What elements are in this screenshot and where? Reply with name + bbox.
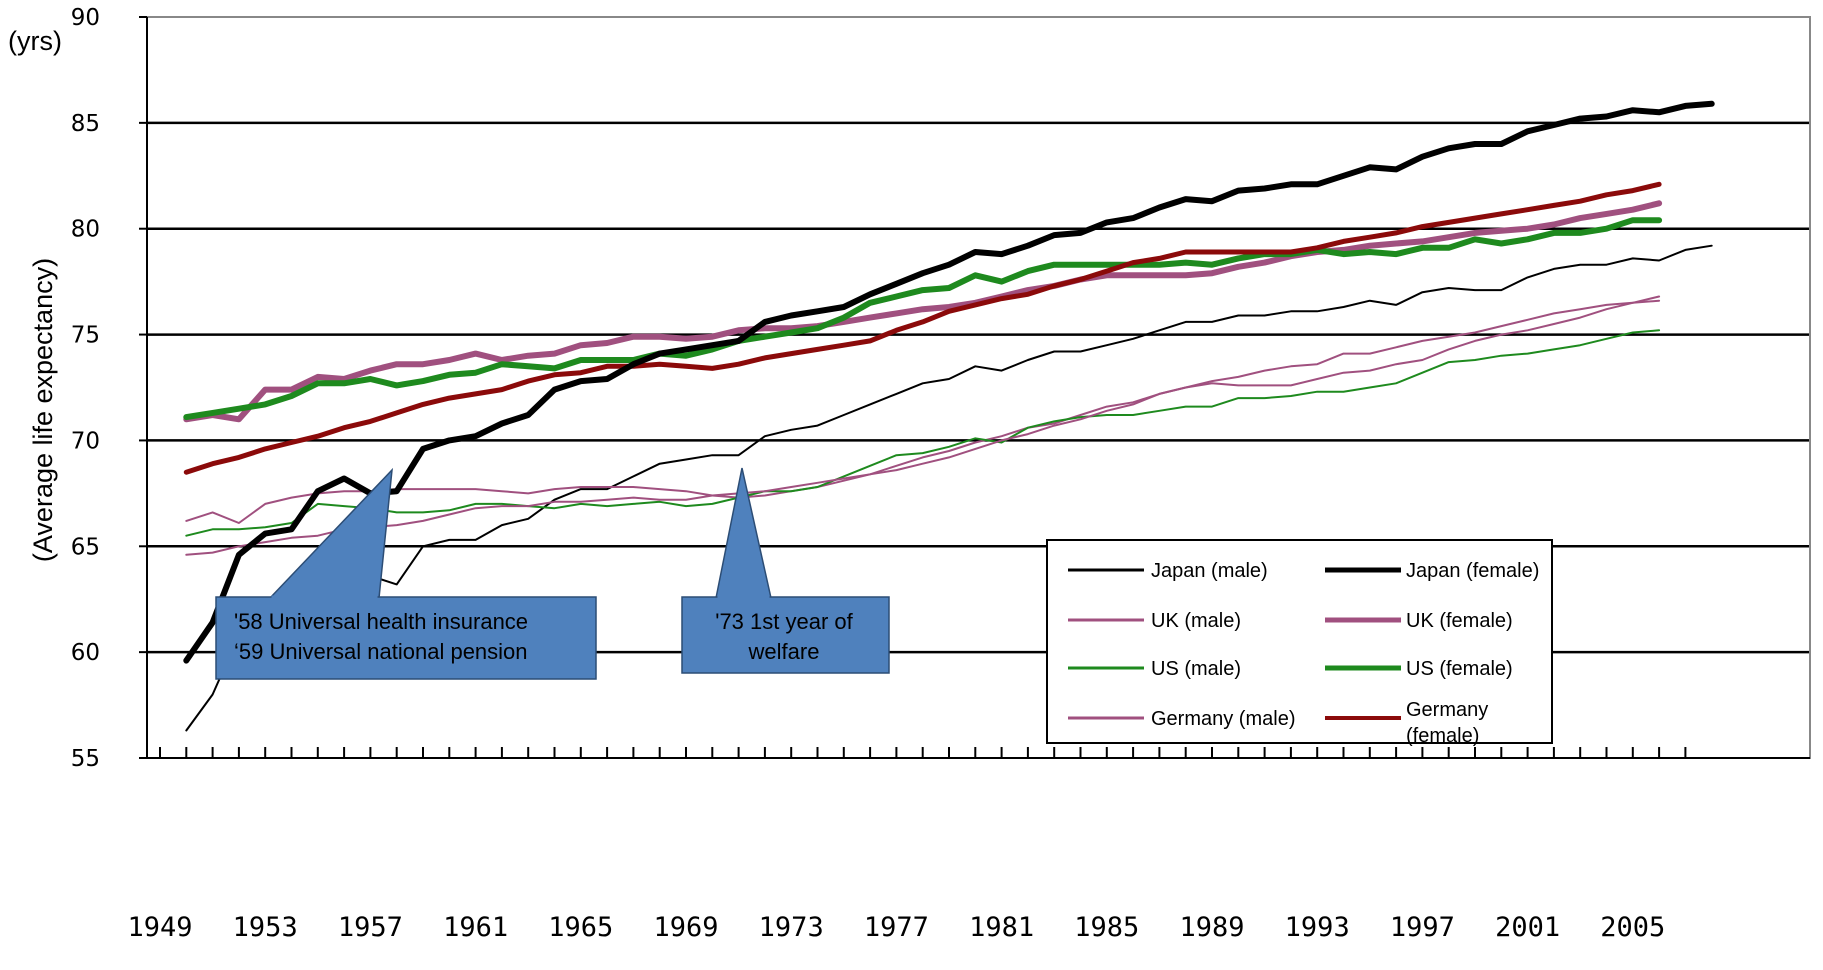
callout-insurance-pension-line-2: ‘59 Universal national pension: [234, 639, 528, 664]
callout-insurance-pension-box: [215, 596, 597, 680]
legend-label: US (male): [1151, 658, 1241, 680]
axis-labels: 55 60 65 70 75 80 85 90 1949 1953 1957 1961 1965 1969…: [8, 5, 1665, 943]
x-tick-label: 1985: [1074, 912, 1139, 943]
x-tick-label: 1961: [443, 912, 508, 943]
y-tick-label: 70: [71, 428, 100, 454]
legend-label: Germany (male): [1151, 708, 1295, 730]
y-tick-label: 75: [71, 323, 100, 349]
legend-box: [1046, 539, 1553, 744]
callout-insurance-pension: '58 Universal health insurance ‘59 Univer…: [215, 467, 597, 680]
series-line-uk-male: [185, 295, 1661, 524]
x-tick-label: 1977: [864, 912, 929, 943]
series-line-japan-male: [185, 244, 1713, 732]
series-line-uk-female: [183, 200, 1663, 423]
x-tick-label: 1973: [759, 912, 824, 943]
y-tick-label: 90: [71, 5, 100, 31]
x-tick-label: 1993: [1285, 912, 1350, 943]
x-tick-label: 2001: [1495, 912, 1560, 943]
x-tick-label: 1969: [653, 912, 718, 943]
y-unit-label: (yrs): [8, 26, 62, 56]
x-tick-label: 1997: [1390, 912, 1455, 943]
y-tick-label: 65: [71, 534, 100, 560]
y-axis-title: (Average life expectancy): [28, 258, 58, 562]
callout-welfare-pointer: [715, 467, 772, 599]
y-tick-label: 55: [71, 746, 100, 772]
series-line-germany-male: [185, 299, 1661, 556]
series-line-us-female: [183, 217, 1663, 421]
callout-welfare: '73 1st year of welfare: [681, 467, 890, 674]
legend-label: Germany: [1406, 699, 1488, 721]
x-tick-label: 1953: [233, 912, 298, 943]
y-tick-label: 80: [71, 217, 100, 243]
series-lines: [183, 100, 1715, 732]
series-line-us-male: [185, 329, 1661, 537]
legend-label: Japan (male): [1151, 560, 1268, 582]
annotations: '58 Universal health insurance ‘59 Univer…: [215, 467, 890, 680]
y-tick-label: 85: [71, 111, 100, 137]
legend-label: (female): [1406, 725, 1479, 747]
x-tick-label: 2005: [1600, 912, 1665, 943]
series-line-japan-female: [183, 100, 1715, 664]
callout-welfare-box: [681, 596, 890, 674]
series-line-germany-female: [183, 181, 1662, 475]
x-tick-label: 1981: [969, 912, 1034, 943]
x-tick-label: 1989: [1179, 912, 1244, 943]
x-tick-label: 1957: [338, 912, 403, 943]
legend-label: UK (female): [1406, 610, 1513, 632]
callout-welfare-line-1: '73 1st year of: [715, 609, 853, 634]
x-tick-label: 1965: [548, 912, 613, 943]
legend-label: Japan (female): [1406, 560, 1539, 582]
y-tick-label: 60: [71, 640, 100, 666]
callout-insurance-pension-line-1: '58 Universal health insurance: [234, 609, 528, 634]
legend-label: UK (male): [1151, 610, 1241, 632]
legend-label: US (female): [1406, 658, 1513, 680]
axes: [139, 16, 1811, 759]
callout-welfare-line-2: welfare: [748, 639, 820, 664]
legend: Japan (male) Japan (female) UK (male) UK (f…: [1046, 539, 1553, 747]
callout-insurance-pension-pointer: [268, 467, 393, 599]
x-tick-label: 1949: [127, 912, 192, 943]
